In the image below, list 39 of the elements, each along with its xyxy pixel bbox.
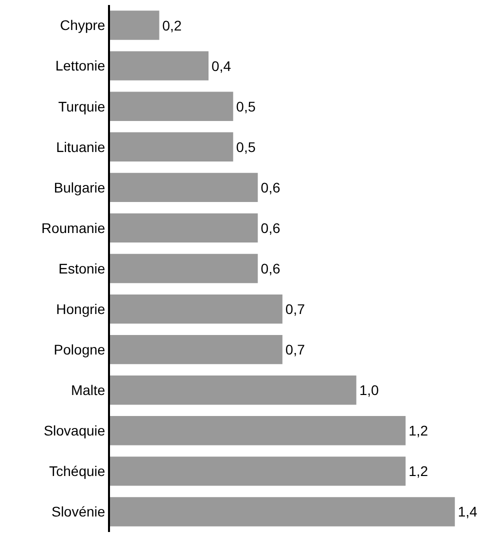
y-tick-label: Estonie xyxy=(58,260,106,276)
y-tick-label: Roumanie xyxy=(41,220,106,236)
y-tick-label: Tchéquie xyxy=(49,463,106,480)
data-label: 1,0 xyxy=(359,382,379,398)
y-tick-label: Lituanie xyxy=(56,138,106,155)
data-label: 1,2 xyxy=(408,463,428,480)
data-label: 0,5 xyxy=(236,138,256,155)
y-tick-label: Slovénie xyxy=(51,504,106,520)
data-label: 0,4 xyxy=(212,58,232,74)
data-label: 0,6 xyxy=(260,179,280,196)
data-label: 0,5 xyxy=(236,98,256,114)
bar xyxy=(110,51,209,80)
y-tick-label: Turquie xyxy=(58,98,106,114)
y-tick-label: Bulgarie xyxy=(54,179,106,196)
bar xyxy=(110,376,356,405)
data-label: 1,2 xyxy=(408,422,428,439)
y-tick-label: Pologne xyxy=(54,341,106,358)
bar xyxy=(110,92,234,121)
y-tick-label: Lettonie xyxy=(55,58,106,74)
bar xyxy=(110,416,406,446)
y-tick-label: Chypre xyxy=(60,17,106,34)
data-label: 0,2 xyxy=(162,17,182,34)
bar xyxy=(110,172,258,202)
bar xyxy=(110,254,258,284)
bar xyxy=(110,334,282,364)
bar xyxy=(110,132,234,162)
bar xyxy=(110,213,258,243)
data-label: 0,6 xyxy=(260,220,280,236)
data-label: 0,7 xyxy=(285,301,306,318)
bar xyxy=(110,294,282,324)
bar xyxy=(110,456,406,486)
y-tick-label: Hongrie xyxy=(56,300,106,317)
bar xyxy=(110,497,455,526)
y-tick-label: Malte xyxy=(70,382,106,398)
bar xyxy=(110,10,160,40)
y-tick-label: Slovaquie xyxy=(44,422,106,439)
data-label: 0,7 xyxy=(285,342,306,358)
data-label: 0,6 xyxy=(260,260,280,276)
data-label: 1,4 xyxy=(458,504,478,520)
